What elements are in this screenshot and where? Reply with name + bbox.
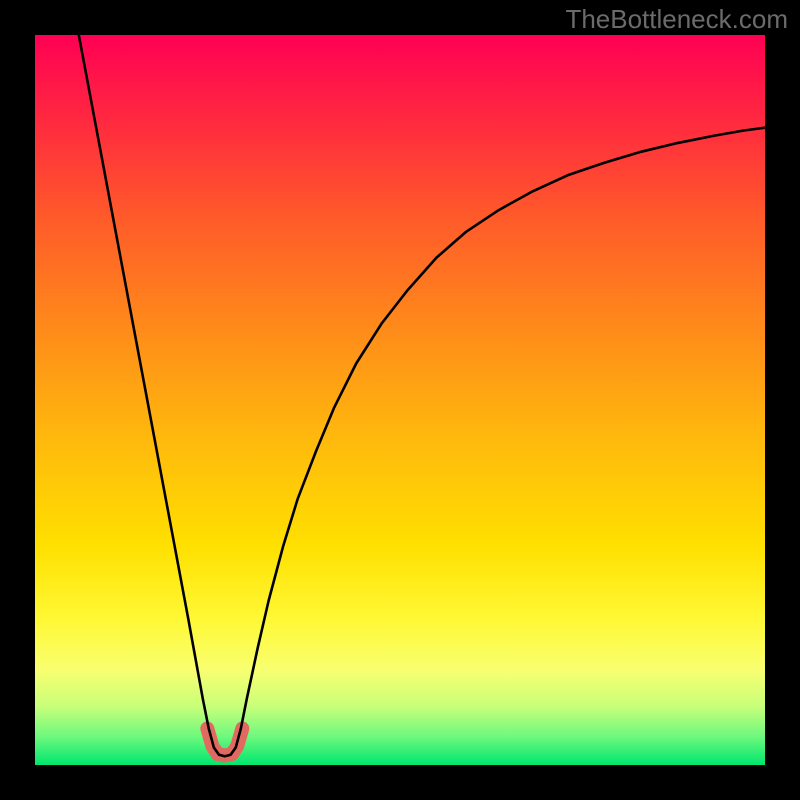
chart-svg — [35, 35, 765, 765]
plot-background — [35, 35, 765, 765]
plot-area — [35, 35, 765, 765]
watermark-label: TheBottleneck.com — [565, 4, 788, 35]
